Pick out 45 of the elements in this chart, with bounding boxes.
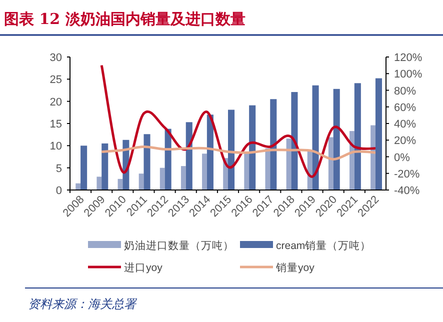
y-tick-label: 20	[50, 96, 62, 108]
legend-label: cream销量（万吨）	[276, 239, 372, 252]
bar	[76, 183, 81, 190]
bar	[160, 168, 165, 190]
y2-tick-label: 40%	[394, 118, 416, 130]
y-tick-label: 5	[56, 162, 62, 175]
bar	[180, 166, 186, 190]
bar	[333, 88, 340, 190]
bar	[206, 114, 214, 190]
bar	[270, 99, 277, 190]
bar	[291, 92, 298, 190]
bar	[265, 148, 270, 190]
bar	[144, 134, 150, 190]
y2-tick-label: 60%	[394, 102, 416, 114]
bar	[102, 143, 108, 190]
y-tick-label: 30	[50, 52, 62, 64]
legend-label: 销量yoy	[275, 262, 316, 274]
bar	[249, 105, 256, 190]
bar	[138, 174, 144, 190]
bar	[202, 154, 207, 190]
legend-label: 奶油进口数量（万吨）	[124, 239, 234, 252]
legend-label: 进口yoy	[124, 261, 164, 274]
y-tick-label: 25	[50, 74, 62, 86]
chart-title: 图表 12 淡奶油国内销量及进口数量	[4, 10, 246, 28]
text: 资料来源：海关总署	[28, 297, 138, 311]
y2-tick-label: 80%	[394, 85, 416, 98]
y-tick-label: 10	[50, 140, 62, 153]
y-tick-label: 0	[56, 185, 62, 197]
bar	[96, 176, 102, 190]
bar	[244, 152, 250, 190]
y2-tick-label: 100%	[394, 68, 422, 81]
y2-tick-label: 20%	[394, 135, 416, 148]
bar	[354, 83, 361, 190]
bar	[375, 78, 382, 190]
y2-tick-label: -20%	[394, 168, 420, 180]
y-tick-label: 15	[50, 118, 62, 130]
bar	[186, 122, 192, 190]
y2-tick-label: 0%	[394, 152, 410, 164]
bar	[328, 137, 334, 190]
bar	[312, 85, 319, 190]
bar	[370, 125, 376, 190]
y2-tick-label: 120%	[394, 52, 422, 64]
y2-tick-label: -40%	[394, 185, 420, 197]
bar	[80, 146, 88, 190]
bar	[228, 110, 235, 190]
